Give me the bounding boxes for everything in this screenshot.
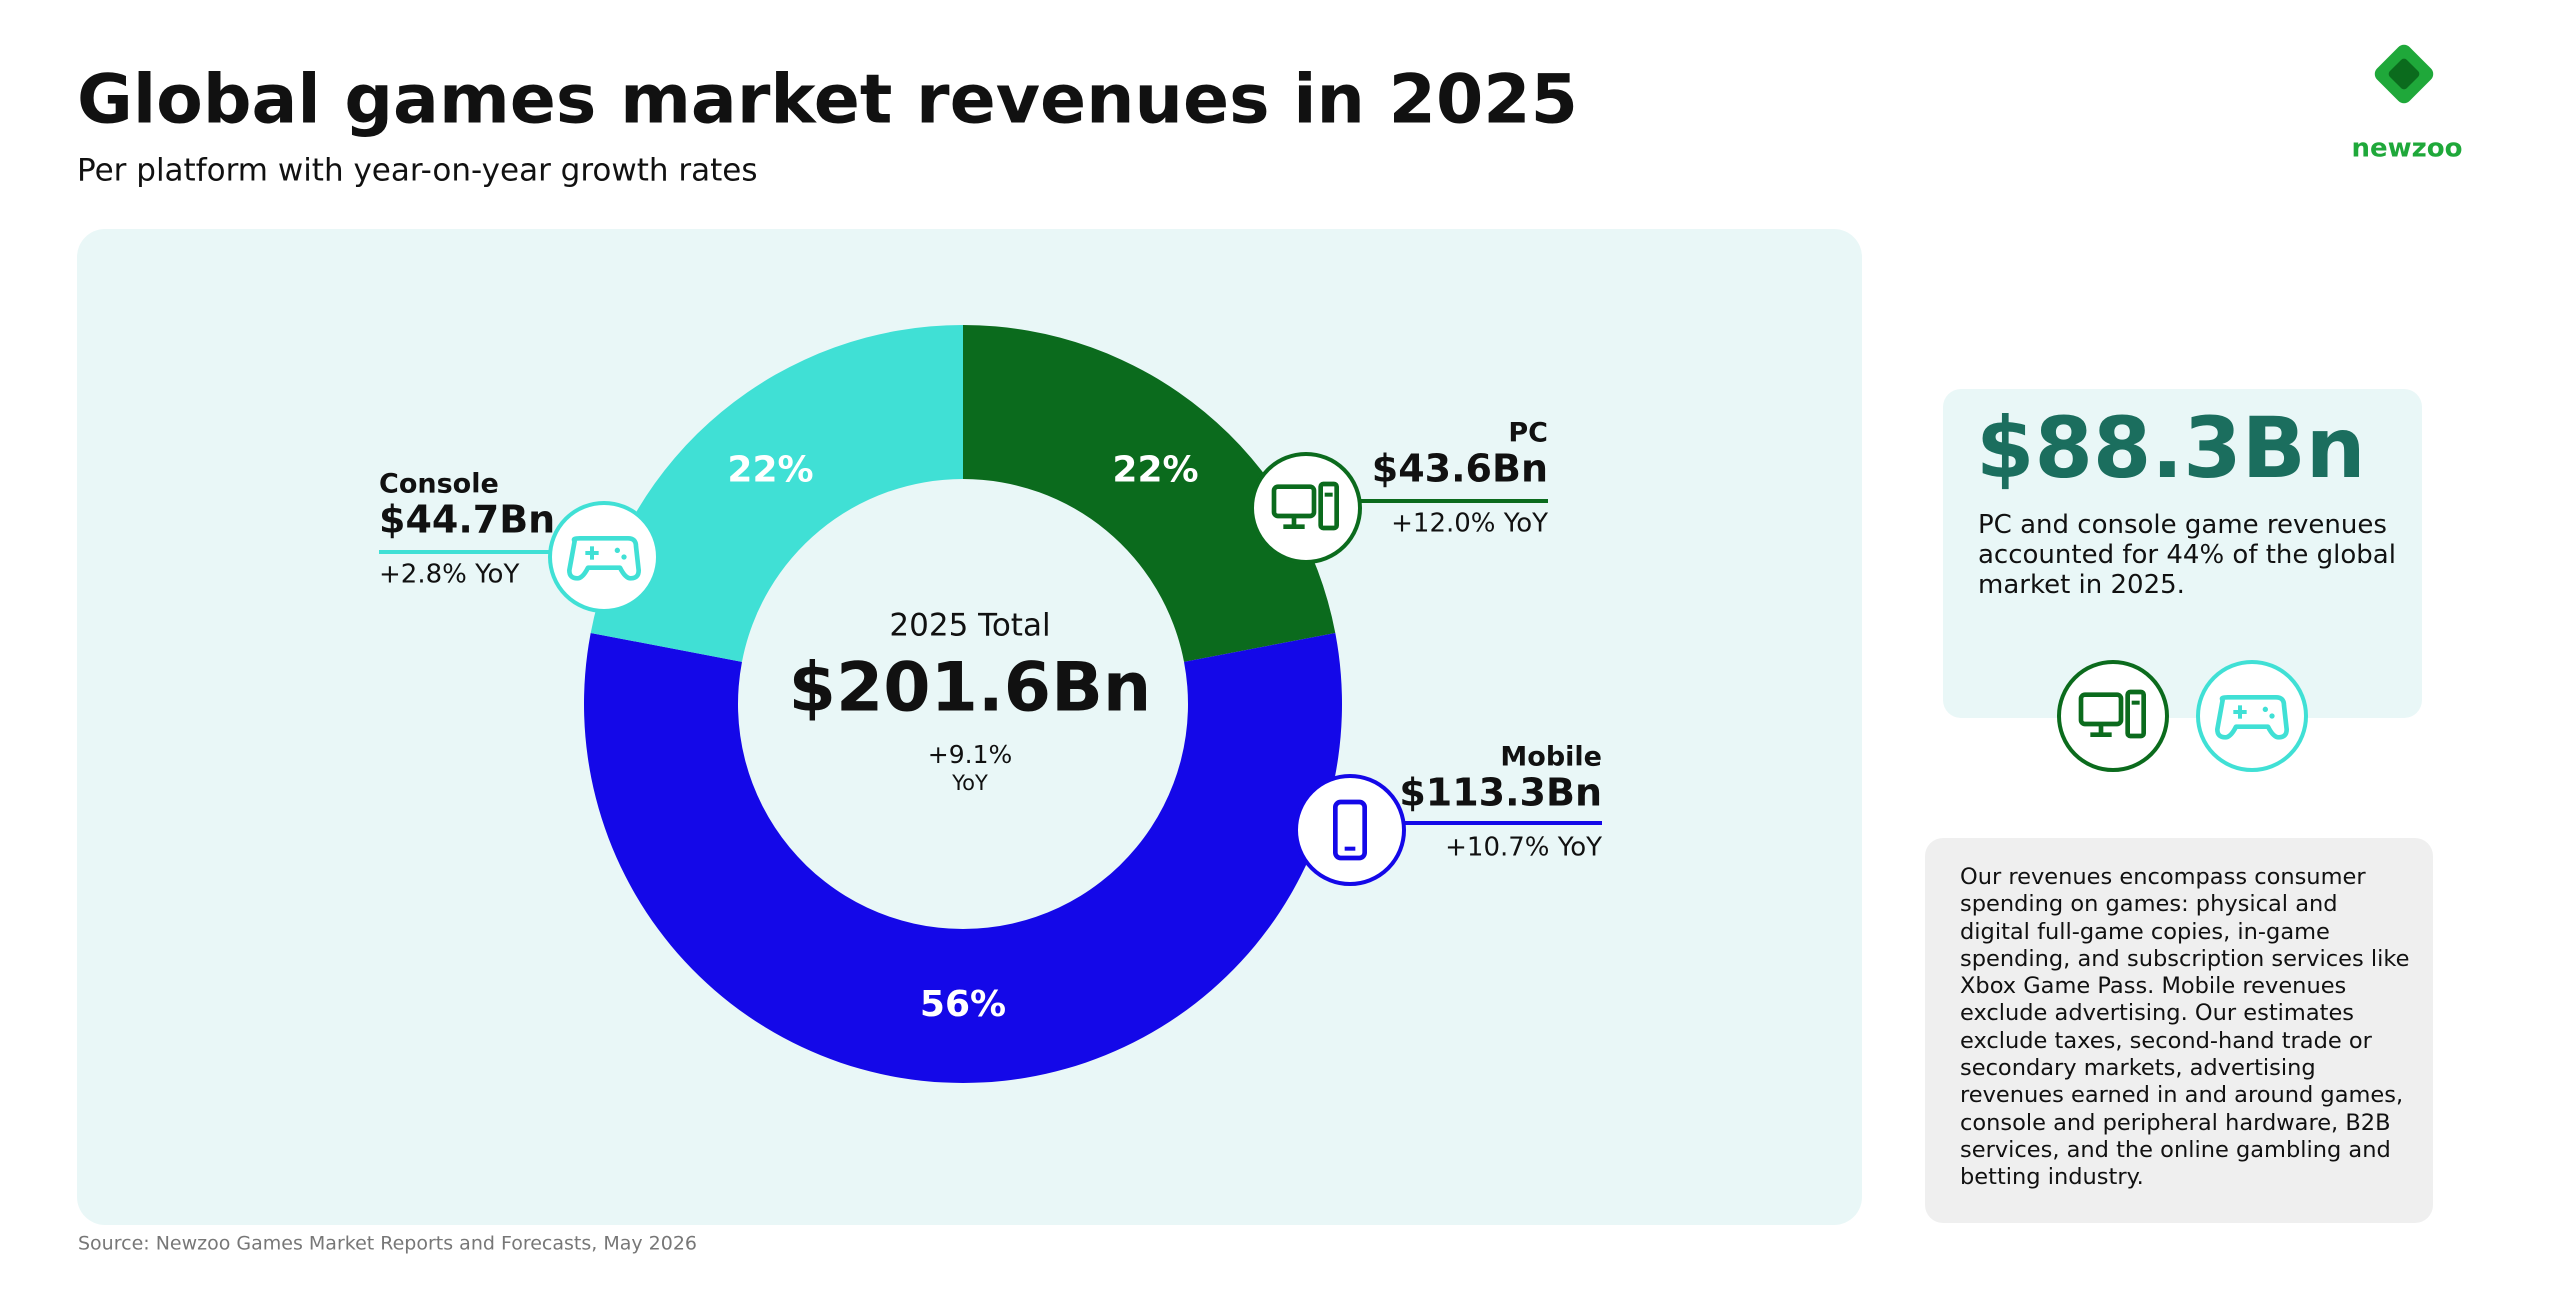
logo: newzoo [2351, 44, 2463, 164]
revenue-label: $113.3Bn [1399, 771, 1602, 815]
center-title: 2025 Total [889, 608, 1050, 644]
chart-panel [77, 229, 1862, 1225]
platform-icon-circle [1294, 774, 1406, 886]
revenue-label: $44.7Bn [379, 498, 555, 542]
donut-segment [584, 632, 1343, 1083]
highlight-icons [2057, 660, 2308, 772]
chart-title: Global games market revenues in 2025 [77, 61, 1578, 140]
note-panel [1925, 838, 2433, 1223]
growth-label: +12.0% YoY [1391, 509, 1548, 539]
growth-label: +2.8% YoY [379, 560, 519, 590]
highlight-value: $88.3Bn [1976, 399, 2366, 497]
donut-segment [963, 325, 1336, 662]
center-value: $201.6Bn [789, 649, 1152, 728]
source: Source: Newzoo Games Market Reports and … [78, 1233, 697, 1255]
center-growth: +9.1% [928, 740, 1012, 769]
logo-text: newzoo [2351, 134, 2462, 164]
platform-icon-circle [548, 501, 660, 613]
category-label: PC [1508, 418, 1548, 449]
center-growth-unit: YoY [951, 771, 988, 795]
highlight-panel [1943, 389, 2422, 718]
value-label: 22% [727, 449, 813, 490]
growth-label: +10.7% YoY [1445, 833, 1602, 863]
chart-subtitle: Per platform with year-on-year growth ra… [77, 153, 758, 189]
highlight-text: PC and console game revenues accounted f… [1978, 510, 2396, 600]
category-label: Console [379, 469, 499, 500]
donut-segment [590, 325, 963, 662]
category-label: Mobile [1500, 742, 1602, 773]
revenue-label: $43.6Bn [1372, 447, 1548, 491]
platform-icon-circle [1250, 452, 1362, 564]
value-label: 56% [920, 984, 1006, 1025]
note-text: Our revenues encompass consumer spending… [1960, 864, 2410, 1191]
value-label: 22% [1112, 449, 1198, 490]
